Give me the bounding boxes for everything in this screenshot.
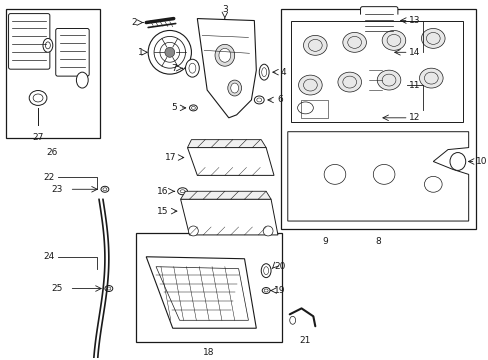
Polygon shape [287, 15, 468, 128]
Bar [300, 100, 327, 118]
Ellipse shape [215, 44, 234, 66]
FancyBboxPatch shape [361, 65, 386, 119]
Text: 21: 21 [299, 336, 310, 345]
Ellipse shape [324, 165, 345, 184]
Bar [136, 233, 281, 342]
Circle shape [164, 48, 174, 57]
Text: 22: 22 [43, 173, 55, 182]
Text: 27: 27 [32, 133, 43, 142]
Bar [280, 9, 475, 229]
Text: 2: 2 [131, 18, 137, 27]
Polygon shape [197, 19, 256, 118]
Polygon shape [187, 140, 265, 148]
Text: 16: 16 [157, 187, 168, 196]
Text: 26: 26 [46, 148, 58, 157]
Ellipse shape [337, 72, 361, 92]
Text: 4: 4 [280, 68, 286, 77]
Text: 7: 7 [171, 64, 176, 73]
Ellipse shape [382, 31, 405, 50]
FancyBboxPatch shape [9, 14, 50, 69]
Polygon shape [146, 257, 256, 328]
Ellipse shape [185, 59, 199, 77]
Text: 12: 12 [408, 113, 419, 122]
Circle shape [263, 226, 272, 236]
FancyBboxPatch shape [56, 28, 89, 76]
Ellipse shape [372, 165, 394, 184]
Text: 24: 24 [43, 252, 55, 261]
Ellipse shape [342, 32, 366, 52]
Circle shape [188, 226, 198, 236]
Text: 23: 23 [51, 185, 62, 194]
Polygon shape [180, 191, 270, 199]
Text: 6: 6 [276, 95, 282, 104]
FancyBboxPatch shape [360, 6, 397, 39]
Ellipse shape [189, 105, 197, 111]
Text: 19: 19 [273, 286, 285, 295]
Polygon shape [156, 267, 248, 320]
Bar [5, 9, 100, 138]
Ellipse shape [424, 176, 441, 192]
Ellipse shape [365, 113, 378, 123]
Polygon shape [180, 199, 277, 235]
Ellipse shape [230, 83, 238, 93]
Text: 9: 9 [322, 237, 327, 246]
Ellipse shape [298, 75, 322, 95]
Text: 17: 17 [165, 153, 176, 162]
Ellipse shape [376, 70, 400, 90]
Text: 5: 5 [171, 103, 176, 112]
Ellipse shape [262, 288, 269, 293]
Ellipse shape [101, 186, 109, 192]
Ellipse shape [254, 96, 264, 104]
Ellipse shape [297, 102, 313, 114]
Ellipse shape [419, 68, 442, 88]
Ellipse shape [362, 43, 395, 61]
Text: 11: 11 [408, 81, 419, 90]
Polygon shape [290, 21, 462, 122]
Circle shape [148, 31, 191, 74]
Text: 8: 8 [375, 237, 380, 246]
Text: 18: 18 [203, 348, 214, 357]
Ellipse shape [303, 35, 326, 55]
Ellipse shape [421, 28, 444, 48]
Ellipse shape [177, 188, 187, 195]
Ellipse shape [261, 264, 270, 278]
Ellipse shape [259, 64, 268, 80]
Ellipse shape [227, 80, 241, 96]
Text: 25: 25 [51, 284, 62, 293]
Polygon shape [187, 148, 273, 175]
Text: 14: 14 [408, 48, 419, 57]
Ellipse shape [105, 285, 113, 292]
Text: 15: 15 [157, 207, 168, 216]
Ellipse shape [219, 48, 230, 62]
Ellipse shape [29, 90, 47, 105]
Ellipse shape [449, 153, 465, 170]
Ellipse shape [76, 72, 88, 88]
Text: 10: 10 [475, 157, 486, 166]
Text: 13: 13 [408, 16, 419, 25]
Ellipse shape [43, 39, 53, 52]
Text: 1: 1 [137, 48, 143, 57]
Polygon shape [287, 132, 468, 221]
Text: 20: 20 [273, 262, 285, 271]
Text: 3: 3 [222, 5, 227, 14]
